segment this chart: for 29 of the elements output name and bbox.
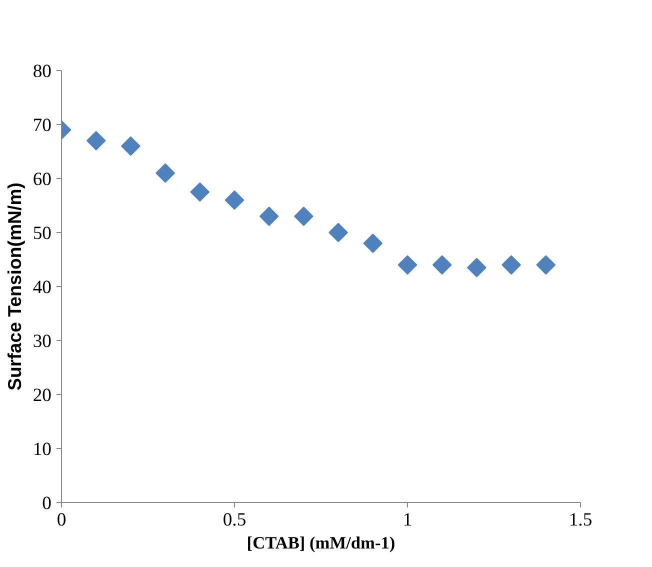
point [259, 206, 279, 226]
y-tick-label: 50 [32, 223, 52, 244]
y-axis-title: Surface Tension(mN/m) [4, 182, 25, 391]
x-tick-label: 1.5 [568, 510, 592, 530]
point [294, 206, 314, 226]
point [121, 136, 140, 156]
y-tick-label: 0 [42, 493, 52, 514]
y-tick-label: 10 [32, 439, 52, 460]
point [363, 234, 383, 253]
point [86, 131, 106, 150]
y-tick-label: 30 [32, 331, 52, 352]
point [536, 255, 556, 275]
y-tick-label: 20 [32, 385, 52, 406]
y-tick-label: 60 [32, 169, 52, 190]
x-axis-title: [CTAB] (mM/dm-1) [246, 534, 396, 552]
y-tick-label: 40 [32, 277, 52, 298]
point [328, 222, 348, 242]
x-tick-label: 1 [402, 510, 412, 530]
point [467, 258, 486, 278]
point [502, 255, 521, 275]
y-tick-label: 80 [32, 61, 52, 82]
y-tick-label: 70 [32, 115, 52, 136]
point [432, 255, 452, 275]
x-tick-label: 0 [56, 510, 66, 530]
point [224, 190, 244, 210]
point [156, 163, 175, 183]
point [190, 182, 210, 202]
point [398, 255, 418, 275]
x-tick-label: 0.5 [222, 510, 246, 530]
